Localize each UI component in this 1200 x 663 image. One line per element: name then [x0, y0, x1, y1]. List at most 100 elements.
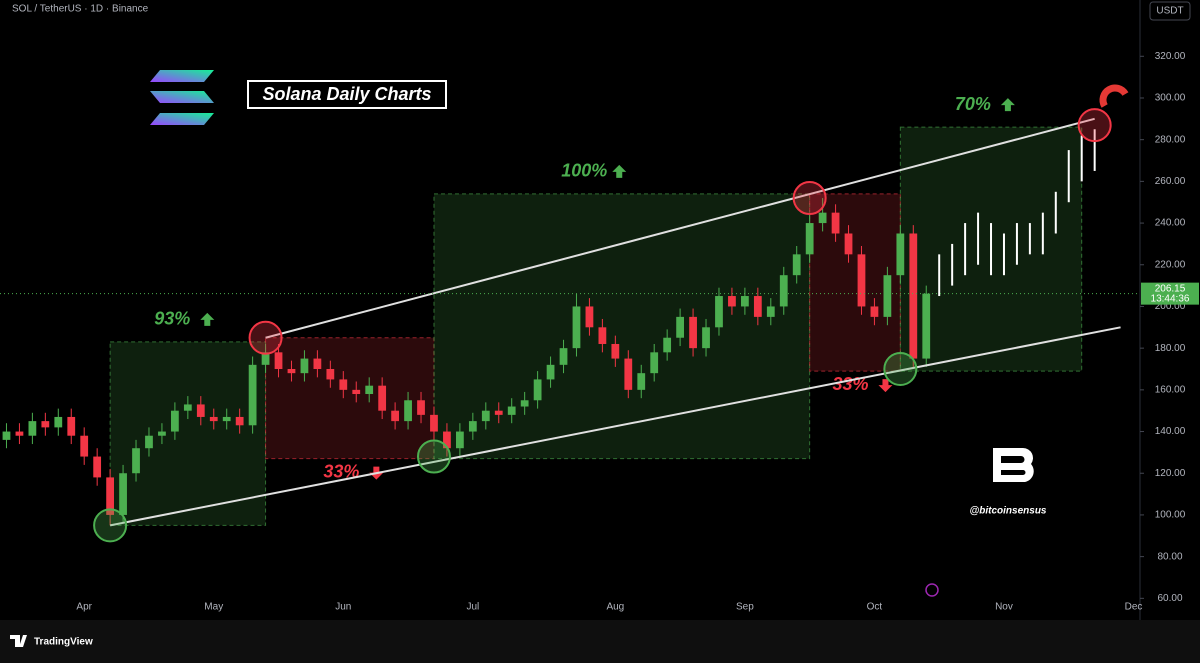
candle-body	[779, 275, 788, 307]
y-tick-label: 280.00	[1155, 134, 1186, 145]
y-tick-label: 160.00	[1155, 384, 1186, 395]
candle-body	[741, 296, 749, 307]
y-tick-label: 240.00	[1155, 218, 1186, 229]
candle-body	[559, 348, 568, 365]
candle-body	[80, 435, 89, 457]
candle-body	[54, 416, 63, 428]
price-tag	[1141, 282, 1199, 305]
y-tick-label: 200.00	[1155, 301, 1186, 312]
candle-body	[248, 364, 257, 426]
y-tick-label: 320.00	[1155, 51, 1186, 62]
candle-body	[196, 404, 205, 417]
y-tick-label: 140.00	[1155, 426, 1186, 437]
pivot	[1077, 108, 1112, 143]
candle-body	[702, 327, 710, 349]
candle-body	[119, 473, 127, 515]
currency: USDT	[1156, 6, 1183, 17]
x-tick-label: Aug	[606, 602, 624, 613]
y-tick-label: 120.00	[1155, 468, 1186, 479]
y-tick-label: 100.00	[1155, 510, 1186, 521]
zone	[433, 193, 811, 460]
candle-body	[481, 410, 490, 422]
candle-body	[572, 306, 581, 349]
candle-body	[171, 410, 179, 432]
pivot	[416, 439, 451, 474]
footer	[0, 620, 1200, 663]
zone	[265, 337, 435, 460]
arrow-down	[878, 379, 893, 393]
arrow-up	[1000, 98, 1015, 112]
zone-label: 100%	[561, 161, 607, 181]
trendline	[109, 326, 1121, 527]
candle-body	[533, 379, 542, 401]
y-tick-label: 80.00	[1157, 551, 1182, 562]
candle-body	[443, 431, 451, 449]
candle-body	[624, 358, 633, 390]
candle-body	[585, 306, 594, 328]
title-box	[247, 80, 447, 109]
candle-body	[2, 431, 11, 440]
pivot	[792, 181, 827, 216]
pivot	[93, 508, 128, 543]
candle-body	[378, 385, 387, 411]
candle-body	[326, 369, 335, 380]
candle-body	[313, 358, 322, 369]
currency-box[interactable]	[1149, 1, 1191, 21]
magnet-icon	[1099, 84, 1129, 108]
candle-body	[352, 389, 361, 395]
zone-label: 70%	[955, 94, 991, 114]
price-label: 206.15	[1155, 283, 1186, 294]
candle-body	[145, 435, 153, 449]
candle-body	[520, 400, 529, 407]
x-tick-label: Oct	[867, 602, 883, 613]
candle-body	[300, 358, 309, 374]
candle-body	[896, 233, 905, 276]
candle-body	[844, 233, 853, 255]
candle-body	[15, 431, 24, 436]
candle-body	[637, 373, 646, 390]
zone	[109, 341, 267, 526]
brand-logo	[993, 448, 1034, 482]
y-tick-label: 300.00	[1155, 93, 1186, 104]
candle-body	[650, 352, 659, 374]
candle-body	[805, 223, 814, 255]
candle-body	[67, 416, 76, 436]
pivot	[883, 352, 918, 386]
solana-logo	[150, 70, 214, 125]
countdown: 13:44:36	[1151, 293, 1190, 304]
candle-body	[339, 379, 348, 390]
candle-body	[93, 456, 102, 478]
candle-body	[456, 431, 464, 449]
candle-body	[404, 400, 412, 422]
watermark: @bitcoinsensus	[970, 506, 1047, 517]
y-tick-label: 220.00	[1155, 259, 1186, 270]
zone-label: 93%	[154, 309, 190, 329]
pivot	[248, 320, 283, 355]
x-tick-label: Apr	[76, 602, 92, 613]
candle-body	[494, 410, 503, 415]
candle-body	[792, 254, 801, 276]
y-tick-label: 260.00	[1155, 176, 1186, 187]
candle-body	[546, 364, 555, 380]
zone-label: 33%	[323, 461, 359, 481]
candle-body	[728, 296, 736, 307]
candle-body	[365, 385, 374, 395]
tv-logo	[10, 635, 27, 647]
candle-body	[870, 306, 879, 317]
candle-body	[261, 352, 270, 365]
candle-body	[909, 233, 918, 359]
y-tick-label: 60.00	[1157, 593, 1182, 604]
candle-body	[857, 254, 866, 307]
candle-body	[158, 431, 166, 436]
candle-body	[430, 414, 438, 432]
candle-body	[818, 212, 827, 224]
candle-body	[106, 477, 114, 515]
candle-body	[235, 416, 244, 426]
candle-body	[922, 293, 931, 359]
x-tick-label: Dec	[1125, 602, 1143, 613]
candle-body	[417, 400, 425, 415]
candle-body	[753, 296, 762, 317]
candle-body	[766, 306, 775, 317]
chart-title: Solana Daily Charts	[262, 84, 431, 104]
event-icon[interactable]	[925, 583, 939, 597]
